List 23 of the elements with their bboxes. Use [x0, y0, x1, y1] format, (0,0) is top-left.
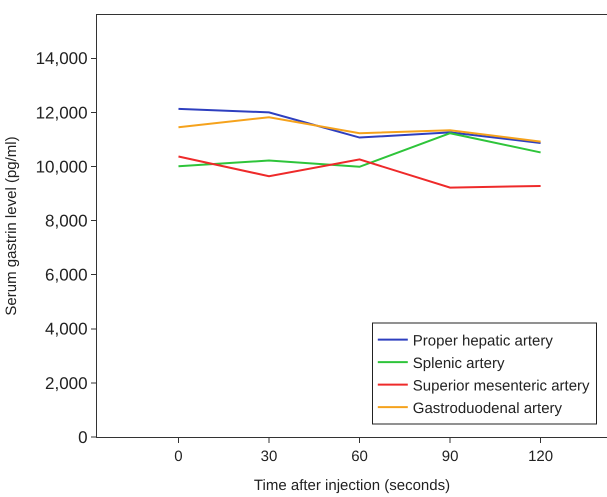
x-tick-label: 0: [174, 448, 183, 465]
y-tick-label: 10,000: [36, 157, 88, 176]
y-tick-label: 12,000: [36, 103, 88, 122]
y-tick-label: 6,000: [45, 266, 88, 285]
legend-label: Gastroduodenal artery: [412, 400, 563, 417]
legend-label: Superior mesenteric artery: [412, 377, 590, 394]
x-axis-title: Time after injection (seconds): [254, 477, 450, 494]
y-tick-label: 2,000: [45, 374, 88, 393]
line-series: [177, 108, 542, 144]
x-tick-label: 60: [351, 448, 368, 465]
y-tick-label: 4,000: [45, 320, 88, 339]
line-series: [177, 132, 542, 168]
x-tick-label: 120: [528, 448, 554, 465]
line-series: [177, 116, 542, 143]
line-series: [177, 155, 542, 189]
x-tick-label: 30: [260, 448, 278, 465]
x-tick-label: 90: [442, 448, 458, 465]
y-axis-title: Serum gastrin level (pg/ml): [2, 136, 20, 316]
y-tick-label: 14,000: [36, 49, 88, 68]
y-tick-label: 8,000: [45, 212, 88, 231]
y-tick-label: 0: [78, 428, 88, 447]
legend-label: Splenic artery: [412, 354, 506, 372]
legend-label: Proper hepatic artery: [412, 332, 554, 350]
